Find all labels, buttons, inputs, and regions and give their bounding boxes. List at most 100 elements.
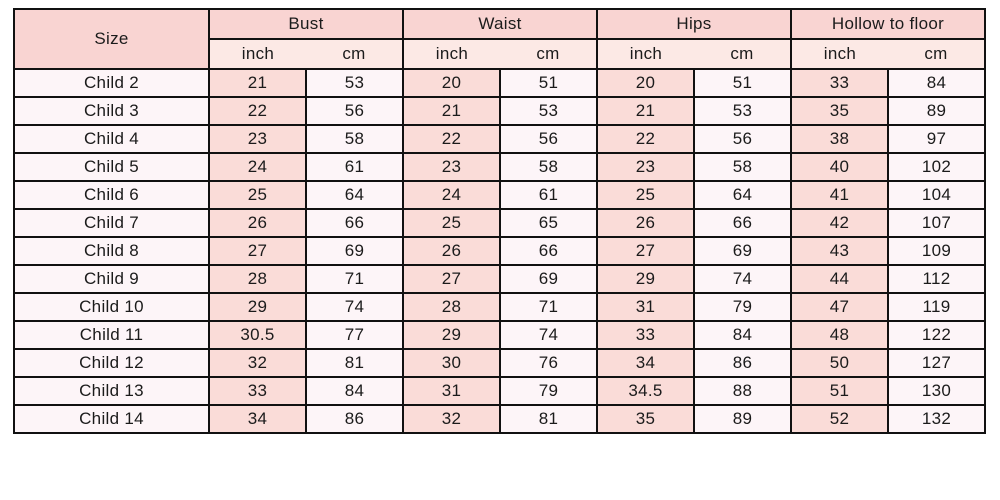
measurement-cell: 34 [208, 404, 307, 434]
measurement-cell: 51 [499, 68, 598, 98]
measurement-cell: 22 [208, 96, 307, 126]
measurement-cell: 130 [887, 376, 986, 406]
measurement-cell: 58 [693, 152, 792, 182]
measurement-cell: 132 [887, 404, 986, 434]
measurement-cell: 28 [208, 264, 307, 294]
unit-inch-label: inch [629, 44, 663, 63]
measurement-cell: 50 [790, 348, 889, 378]
measurement-cell: 119 [887, 292, 986, 322]
measurement-cell: 34 [596, 348, 695, 378]
measurement-cell: 34.5 [596, 376, 695, 406]
measurement-cell: 81 [305, 348, 404, 378]
measurement-cell: 69 [693, 236, 792, 266]
measurement-cell: 109 [887, 236, 986, 266]
measurement-cell: 30.5 [208, 320, 307, 350]
measurement-cell: 31 [596, 292, 695, 322]
measurement-cell: 77 [305, 320, 404, 350]
size-rows: Child 2 21 53 20 51 20 51 33 84 Child 3 22 56 21 53 21… [13, 68, 986, 434]
measurement-cell: 41 [790, 180, 889, 210]
measurement-cell: 32 [402, 404, 501, 434]
header-waist: Waist [402, 8, 598, 40]
measurement-cell: 53 [305, 68, 404, 98]
table-row: Child 11 30.5 77 29 74 33 84 48 122 [13, 320, 986, 350]
size-cell: Child 10 [13, 292, 210, 322]
measurement-cell: 89 [693, 404, 792, 434]
table-row: Child 2 21 53 20 51 20 51 33 84 [13, 68, 986, 98]
measurement-cell: 88 [693, 376, 792, 406]
size-cell: Child 12 [13, 348, 210, 378]
measurement-cell: 22 [596, 124, 695, 154]
measurement-cell: 25 [402, 208, 501, 238]
group-header-row: Size Bust Waist Hips Hollow to floor [13, 8, 986, 70]
measurement-cell: 64 [693, 180, 792, 210]
measurement-cell: 74 [693, 264, 792, 294]
measurement-cell: 104 [887, 180, 986, 210]
unit-inch-label: inch [823, 44, 857, 63]
measurement-cell: 74 [305, 292, 404, 322]
unit-cm-label: cm [924, 44, 948, 63]
measurement-cell: 31 [402, 376, 501, 406]
measurement-cell: 21 [596, 96, 695, 126]
measurement-cell: 24 [208, 152, 307, 182]
measurement-cell: 32 [208, 348, 307, 378]
measurement-cell: 71 [305, 264, 404, 294]
table-row: Child 8 27 69 26 66 27 69 43 109 [13, 236, 986, 266]
measurement-cell: 66 [693, 208, 792, 238]
size-cell: Child 6 [13, 180, 210, 210]
size-cell: Child 8 [13, 236, 210, 266]
measurement-cell: 22 [402, 124, 501, 154]
measurement-cell: 40 [790, 152, 889, 182]
measurement-cell: 66 [305, 208, 404, 238]
measurement-cell: 28 [402, 292, 501, 322]
measurement-cell: 52 [790, 404, 889, 434]
size-cell: Child 9 [13, 264, 210, 294]
measurement-cell: 86 [305, 404, 404, 434]
table-row: Child 5 24 61 23 58 23 58 40 102 [13, 152, 986, 182]
table-row: Child 6 25 64 24 61 25 64 41 104 [13, 180, 986, 210]
measurement-cell: 27 [596, 236, 695, 266]
measurement-cell: 24 [402, 180, 501, 210]
measurement-cell: 71 [499, 292, 598, 322]
measurement-cell: 112 [887, 264, 986, 294]
table-row: Child 10 29 74 28 71 31 79 47 119 [13, 292, 986, 322]
unit-header-bust: inch cm [208, 38, 404, 70]
measurement-cell: 35 [790, 96, 889, 126]
measurement-cell: 44 [790, 264, 889, 294]
header-bust: Bust [208, 8, 404, 40]
measurement-cell: 53 [693, 96, 792, 126]
measurement-cell: 27 [402, 264, 501, 294]
measurement-cell: 21 [402, 96, 501, 126]
table-row: Child 9 28 71 27 69 29 74 44 112 [13, 264, 986, 294]
header-size: Size [13, 8, 210, 70]
size-cell: Child 13 [13, 376, 210, 406]
unit-inch-label: inch [241, 44, 275, 63]
measurement-cell: 20 [596, 68, 695, 98]
measurement-cell: 48 [790, 320, 889, 350]
measurement-cell: 56 [305, 96, 404, 126]
measurement-cell: 61 [305, 152, 404, 182]
measurement-cell: 27 [208, 236, 307, 266]
measurement-cell: 58 [305, 124, 404, 154]
measurement-cell: 79 [499, 376, 598, 406]
unit-header-waist: inch cm [402, 38, 598, 70]
measurement-cell: 61 [499, 180, 598, 210]
measurement-cell: 84 [305, 376, 404, 406]
measurement-cell: 84 [887, 68, 986, 98]
table-row: Child 12 32 81 30 76 34 86 50 127 [13, 348, 986, 378]
measurement-cell: 97 [887, 124, 986, 154]
unit-header-hollow-to-floor: inch cm [790, 38, 986, 70]
measurement-cell: 76 [499, 348, 598, 378]
measurement-cell: 122 [887, 320, 986, 350]
measurement-cell: 69 [305, 236, 404, 266]
table-row: Child 13 33 84 31 79 34.5 88 51 130 [13, 376, 986, 406]
measurement-cell: 56 [499, 124, 598, 154]
table-row: Child 14 34 86 32 81 35 89 52 132 [13, 404, 986, 434]
measurement-cell: 29 [596, 264, 695, 294]
size-cell: Child 14 [13, 404, 210, 434]
measurement-cell: 53 [499, 96, 598, 126]
measurement-cell: 58 [499, 152, 598, 182]
measurement-cell: 79 [693, 292, 792, 322]
measurement-cell: 29 [208, 292, 307, 322]
measurement-cell: 107 [887, 208, 986, 238]
